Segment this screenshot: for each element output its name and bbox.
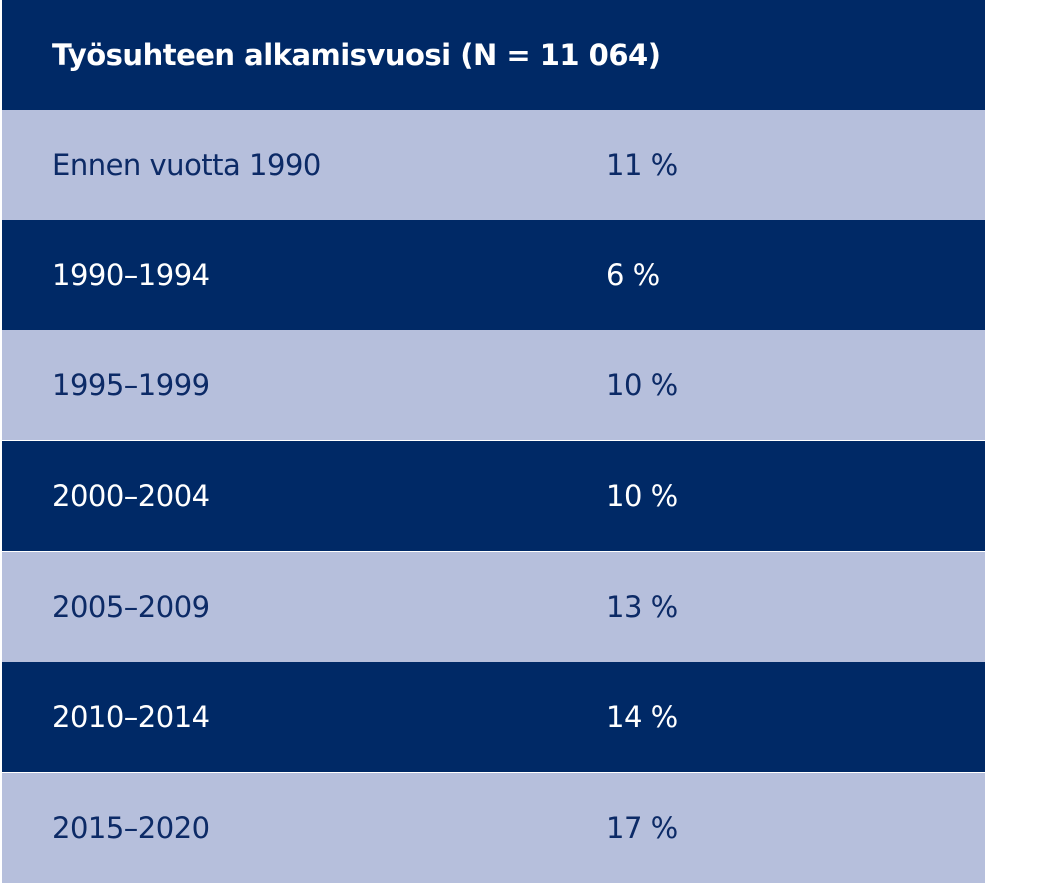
start-year-table: Työsuhteen alkamisvuosi (N = 11 064) Enn… bbox=[2, 0, 985, 884]
table-row: 1995–1999 10 % bbox=[2, 330, 985, 440]
row-label: 2005–2009 bbox=[52, 590, 210, 624]
row-label: 2015–2020 bbox=[52, 811, 210, 845]
row-value: 10 % bbox=[606, 479, 678, 513]
row-value: 17 % bbox=[606, 811, 678, 845]
table-row: 1990–1994 6 % bbox=[2, 220, 985, 330]
row-label: 2010–2014 bbox=[52, 700, 210, 734]
table-header: Työsuhteen alkamisvuosi (N = 11 064) bbox=[2, 0, 985, 110]
table-row: 2010–2014 14 % bbox=[2, 662, 985, 772]
row-label: 1990–1994 bbox=[52, 258, 210, 292]
row-value: 13 % bbox=[606, 590, 678, 624]
table-row: 2005–2009 13 % bbox=[2, 552, 985, 662]
table-row: 2000–2004 10 % bbox=[2, 441, 985, 551]
row-value: 6 % bbox=[606, 258, 660, 292]
row-value: 10 % bbox=[606, 368, 678, 402]
row-label: Ennen vuotta 1990 bbox=[52, 148, 321, 182]
table-row: 2015–2020 17 % bbox=[2, 773, 985, 883]
row-label: 2000–2004 bbox=[52, 479, 210, 513]
row-label: 1995–1999 bbox=[52, 368, 210, 402]
row-value: 11 % bbox=[606, 148, 678, 182]
table-row: Ennen vuotta 1990 11 % bbox=[2, 110, 985, 220]
row-value: 14 % bbox=[606, 700, 678, 734]
